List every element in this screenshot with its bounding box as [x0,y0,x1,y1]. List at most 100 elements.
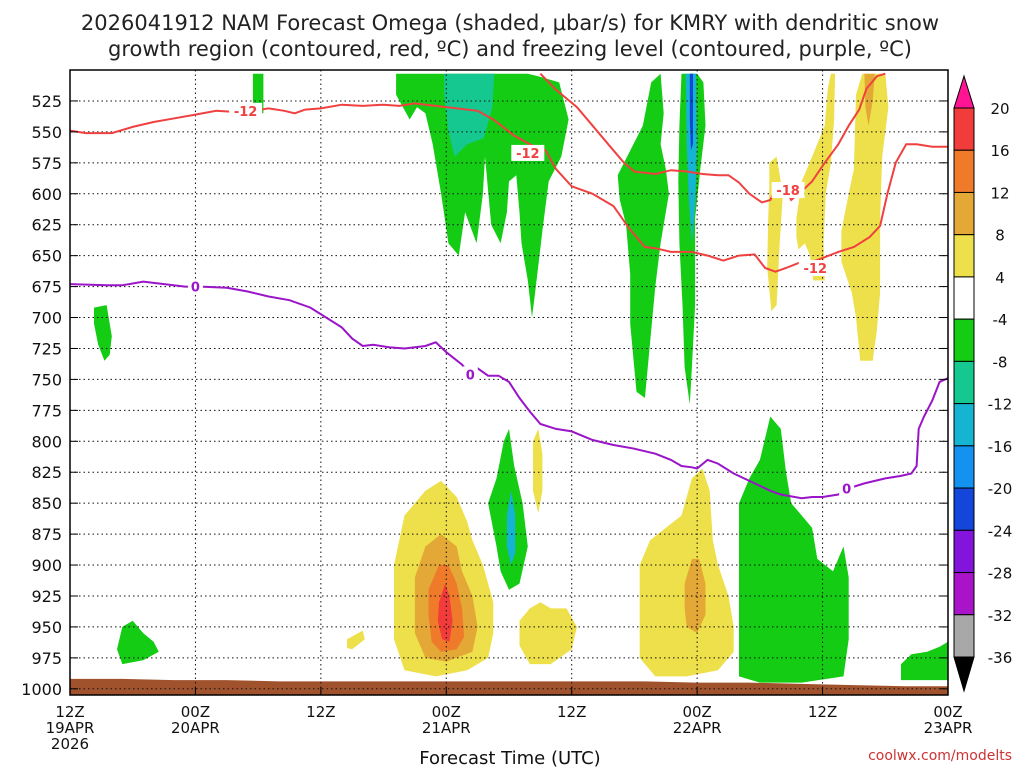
colorbar-level-label: -32 [988,607,1013,625]
omega-region [689,73,693,151]
contour-label-bg [771,182,805,199]
x-tick-label: 00Z [933,703,962,721]
y-tick-label: 825 [31,463,62,482]
y-tick-label: 775 [31,401,62,420]
omega-region [639,468,734,677]
contour-label-bg [798,260,832,277]
y-tick-label: 525 [31,92,62,111]
contour-label-bg [839,480,855,497]
contour-label-bg [187,278,203,295]
colorbar-level-label: -16 [988,438,1013,456]
y-tick-label: 925 [31,587,62,606]
contour-label: 0 [187,278,203,296]
x-tick-label: 2026 [51,735,89,753]
y-tick-label: 725 [31,339,62,358]
contour-label: -18 [771,182,805,199]
y-tick-label: 950 [31,618,62,637]
colorbar-level-label: -4 [993,311,1008,329]
contour-label: -12 [229,102,263,120]
colorbar-swatch [953,614,975,658]
omega-region [94,305,112,361]
colorbar-level-label: 20 [990,100,1009,118]
contour-label-bg [511,144,545,161]
colorbar-swatch [953,318,975,362]
terrain-layer [70,678,948,695]
colorbar-level-label: 8 [995,227,1005,245]
x-tick-label: 23APR [924,719,973,737]
y-tick-label: 650 [31,247,62,266]
contour-label-text: 0 [191,281,200,296]
contour-layer: -12 -12 -12 -18 0 0 0 [70,72,948,500]
credit-text: coolwx.com/modelts [868,748,1012,764]
colorbar-level-label: -28 [988,565,1013,583]
colorbar-swatch [953,191,975,236]
terrain-fill [70,678,948,695]
y-tick-label: 1000 [21,680,62,699]
chart-title-line2: growth region (contoured, red, ºC) and f… [108,37,912,61]
contour-label-text: 0 [842,482,851,497]
contour-line [539,72,886,204]
y-tick-label: 675 [31,278,62,297]
omega-region [519,602,577,665]
colorbar-swatch [953,276,975,320]
omega-region [347,630,365,650]
x-tick-label: 00Z [682,703,711,721]
colorbar-swatch [953,403,975,447]
contour-label-text: -12 [516,147,540,162]
omega-shaded-regions [94,73,948,683]
contour-label-text: -12 [234,105,258,120]
omega-region [396,73,569,318]
colorbar-swatch [953,529,975,574]
omega-region [685,73,698,244]
colorbar-level-label: 4 [995,269,1005,287]
omega-region [444,73,495,157]
omega-region [117,620,159,665]
x-axis-label: Forecast Time (UTC) [419,748,600,768]
contour-label-text: -12 [804,262,828,277]
y-tick-label: 700 [31,309,62,328]
contour-label-bg [229,102,263,119]
y-tick-label: 625 [31,216,62,235]
x-tick-label: 00Z [181,703,210,721]
contour-label: -12 [798,260,832,277]
omega-region [506,490,516,565]
x-tick-label: 12Z [557,703,586,721]
contour-label: -12 [511,144,545,162]
colorbar-swatch [953,445,975,489]
y-tick-label: 750 [31,370,62,389]
y-tick-label: 875 [31,525,62,544]
x-tick-label: 19APR [46,719,95,737]
x-tick-label: 12Z [55,703,84,721]
y-tick-label: 575 [31,154,62,173]
contour-label-text: -18 [776,184,800,199]
contour-label: 0 [462,366,478,383]
x-tick-label: 22APR [673,719,722,737]
plot-frame [69,69,949,696]
omega-region [767,156,783,312]
colorbar-swatch [953,487,975,531]
colorbar-level-label: -12 [988,396,1013,414]
omega-region [739,416,849,683]
x-tick-label: 12Z [808,703,837,721]
omega-region [533,428,543,514]
omega-region [841,73,889,361]
colorbar-swatch [953,572,975,616]
y-tick-label: 850 [31,494,62,513]
y-tick-label: 550 [31,123,62,142]
omega-region [617,73,669,398]
omega-region [684,558,706,634]
colorbar-level-label: -20 [988,480,1013,498]
colorbar-swatch [953,360,975,405]
colorbar-level-label: 12 [990,184,1009,202]
chart-title-line1: 2026041912 NAM Forecast Omega (shaded, μ… [81,11,939,35]
x-tick-label: 12Z [306,703,335,721]
contour-label: 0 [839,480,855,497]
colorbar-level-label: 16 [990,142,1009,160]
colorbar-swatch [953,149,975,193]
y-axis: 525 550 575 600 625 650 675 700 725 750 775 800 825 8… [21,92,948,699]
colorbar: 20 16 12 8 4 -4 -8 -12 -16 -20 -24 -28 -32 -36 [953,74,1013,693]
x-tick-label: 21APR [422,719,471,737]
contour-label-text: 0 [466,368,475,383]
